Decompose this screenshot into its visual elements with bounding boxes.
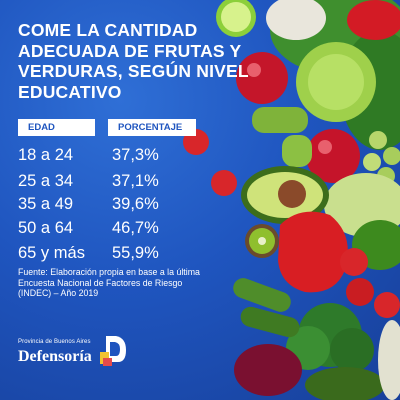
age-range: 35 a 49 <box>18 195 74 213</box>
cucumber-shape <box>233 278 291 312</box>
percentage-value: 39,6% <box>112 195 159 213</box>
table-row: 65 y más 55,9% <box>18 242 218 264</box>
age-range: 18 a 24 <box>18 146 74 164</box>
logo-name-text: Defensoría <box>18 348 92 365</box>
defensoria-logo: Provincia de Buenos Aires Defensoría <box>18 330 138 372</box>
beet-shape <box>234 344 302 396</box>
table-row: 35 a 49 39,6% <box>18 193 218 215</box>
turnip-shape <box>266 0 326 40</box>
column-header-age: EDAD <box>18 119 95 136</box>
cucumber-shape <box>252 107 308 133</box>
cucumber-shape <box>240 306 300 338</box>
table-row: 25 a 34 37,1% <box>18 170 218 192</box>
apple-shape <box>236 52 288 104</box>
cherry-tomato-shape <box>211 170 237 196</box>
percentage-value: 37,1% <box>112 172 159 190</box>
cherry-tomato-shape <box>340 248 368 276</box>
age-range: 25 a 34 <box>18 172 74 190</box>
table-row: 18 a 24 37,3% <box>18 144 218 166</box>
percentage-value: 37,3% <box>112 146 159 164</box>
age-range: 65 y más <box>18 244 85 262</box>
logo-province-text: Provincia de Buenos Aires <box>18 339 91 345</box>
source-note: Fuente: Elaboración propia en base a la … <box>18 267 200 299</box>
column-header-percentage: PORCENTAJE <box>108 119 196 136</box>
percentage-value: 46,7% <box>112 219 159 237</box>
grape-shape <box>369 131 387 149</box>
percentage-value: 55,9% <box>112 244 159 262</box>
logo-mark-icon <box>100 336 126 366</box>
cucumber-shape <box>282 135 312 167</box>
page-title: COME LA CANTIDAD ADECUADA DE FRUTAS Y VE… <box>18 20 249 102</box>
red-pepper-shape <box>347 0 400 40</box>
age-range: 50 a 64 <box>18 219 74 237</box>
apple-shape <box>306 129 360 183</box>
red-pepper-shape <box>278 211 348 293</box>
table-row: 50 a 64 46,7% <box>18 217 218 239</box>
